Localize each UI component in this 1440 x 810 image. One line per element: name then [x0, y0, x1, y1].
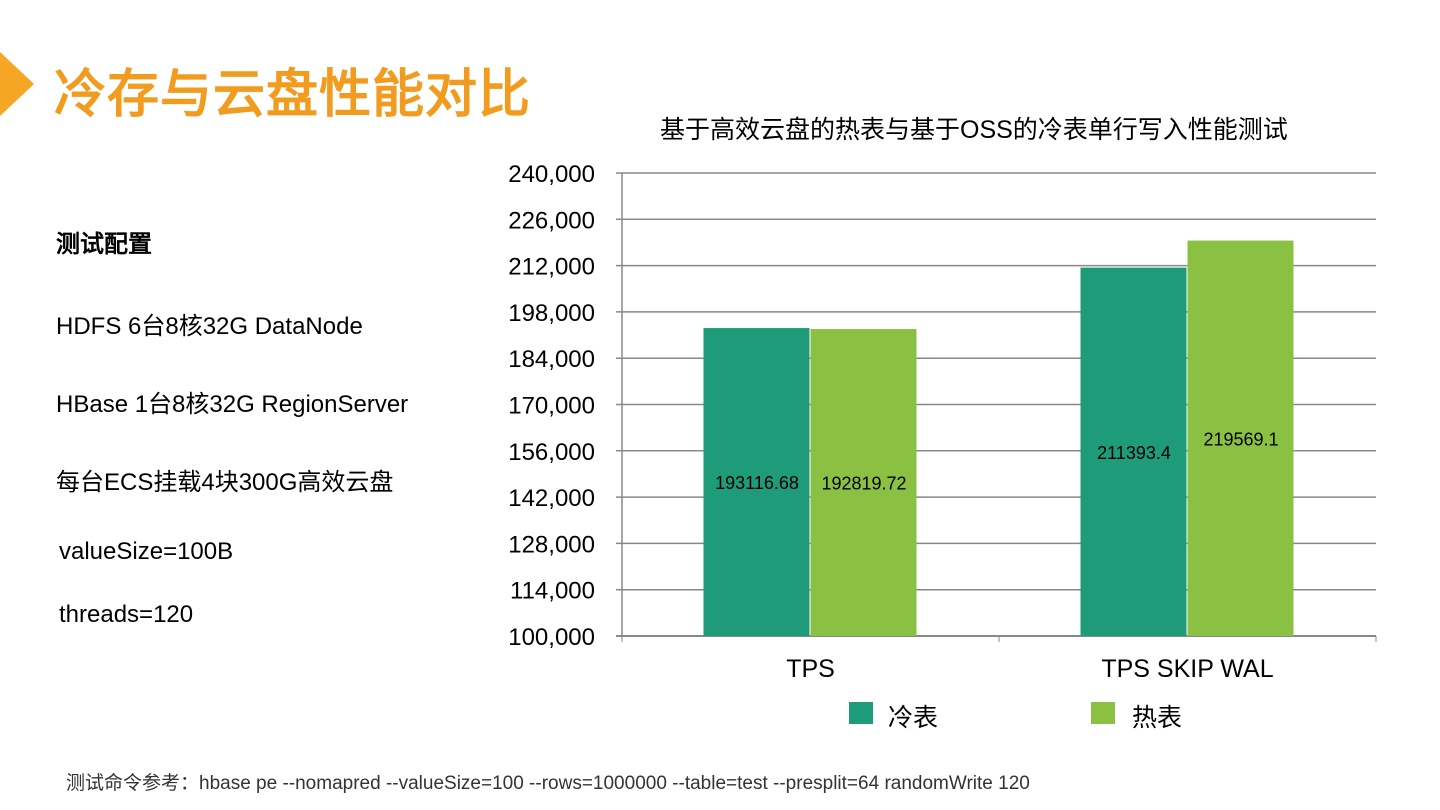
y-tick-label: 226,000 — [508, 207, 595, 234]
config-line: threads=120 — [59, 601, 194, 628]
y-tick-label: 156,000 — [508, 439, 595, 466]
legend-swatch-cold — [849, 702, 873, 724]
footer-command: 测试命令参考：hbase pe --nomapred --valueSize=1… — [66, 773, 1030, 794]
y-tick-label: 184,000 — [508, 346, 595, 373]
config-title: 测试配置 — [56, 230, 152, 258]
y-tick-label: 198,000 — [508, 300, 595, 327]
y-tick-label: 128,000 — [508, 531, 595, 558]
data-label: 193116.68 — [715, 473, 799, 493]
data-label: 211393.4 — [1097, 443, 1171, 463]
config-line: 每台ECS挂载4块300G高效云盘 — [56, 469, 394, 496]
config-line: HDFS 6台8核32G DataNode — [56, 313, 363, 340]
x-tick-label: TPS SKIP WAL — [1101, 655, 1273, 683]
x-tick-label: TPS — [786, 655, 835, 683]
legend-label-cold: 冷表 — [888, 704, 939, 732]
config-line: valueSize=100B — [59, 538, 234, 565]
bar — [703, 328, 810, 636]
bar — [1187, 240, 1294, 636]
y-tick-label: 240,000 — [508, 161, 595, 188]
y-tick-label: 114,000 — [510, 578, 595, 605]
data-label: 192819.72 — [821, 474, 906, 494]
legend-label-hot: 热表 — [1132, 704, 1183, 732]
chart-title: 基于高效云盘的热表与基于OSS的冷表单行写入性能测试 — [660, 116, 1288, 144]
data-label: 219569.1 — [1203, 429, 1278, 449]
title-arrow-icon — [0, 52, 34, 116]
bar — [810, 329, 917, 636]
slide-title: 冷存与云盘性能对比 — [54, 65, 532, 125]
y-tick-label: 142,000 — [508, 485, 595, 512]
legend-swatch-hot — [1091, 702, 1115, 724]
y-tick-label: 100,000 — [508, 624, 595, 651]
config-line: HBase 1台8核32G RegionServer — [56, 391, 409, 418]
y-tick-label: 170,000 — [508, 393, 595, 420]
y-tick-label: 212,000 — [508, 254, 595, 281]
bar — [1080, 267, 1187, 636]
